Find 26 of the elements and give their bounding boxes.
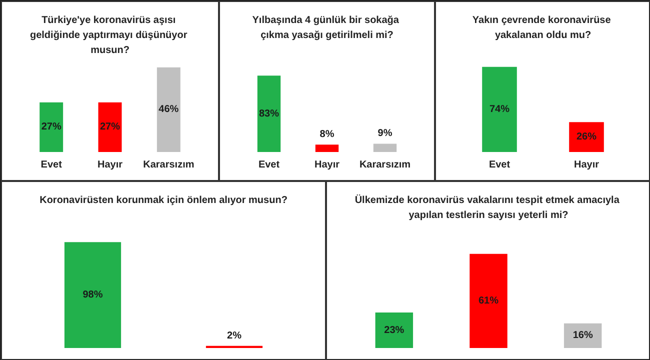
x-tick-label: Hayır	[314, 160, 340, 170]
chart-title: Yılbaşında 4 günlük bir sokağa çıkma yasağı getirilmeli mi?	[252, 15, 402, 41]
x-tick-label: Evet	[488, 160, 511, 170]
data-label: 61%	[478, 295, 499, 306]
chart-title: Türkiye'ye koronavirüs aşısı geldiğinde yaptırmayı düşünüyor musun?	[30, 15, 190, 56]
data-label: 2%	[227, 330, 242, 342]
x-tick-label: Evet	[40, 160, 63, 170]
data-label: 27%	[100, 122, 120, 133]
data-label: 8%	[320, 129, 334, 140]
data-label: 83%	[258, 108, 280, 120]
x-tick-label: Kararsızım	[359, 160, 411, 170]
data-label: 16%	[572, 330, 593, 342]
x-tick-label: Hayır	[97, 160, 123, 170]
data-label: 27%	[41, 122, 62, 133]
data-label: 9%	[378, 128, 392, 140]
x-tick-label: Evet	[258, 160, 280, 170]
chart-title: Yakın çevrende koronavirüse yakalanan oldu mu?	[472, 15, 614, 41]
chart-title: Ülkemizde koronavirüs vakalarını tespit etmek amacıyla yapılan testlerin sayısı yeterli mi?	[354, 194, 622, 221]
chart-title: Koronavirüsten korunmak için önlem alıyor musun?	[40, 195, 288, 206]
x-tick-label: Kararsızım	[143, 160, 194, 170]
data-label: 98%	[82, 290, 103, 301]
x-tick-label: Hayır	[574, 160, 600, 170]
data-label: 74%	[489, 104, 510, 115]
data-label: 46%	[158, 104, 179, 116]
data-label: 23%	[384, 324, 404, 336]
data-label: 26%	[576, 132, 597, 143]
